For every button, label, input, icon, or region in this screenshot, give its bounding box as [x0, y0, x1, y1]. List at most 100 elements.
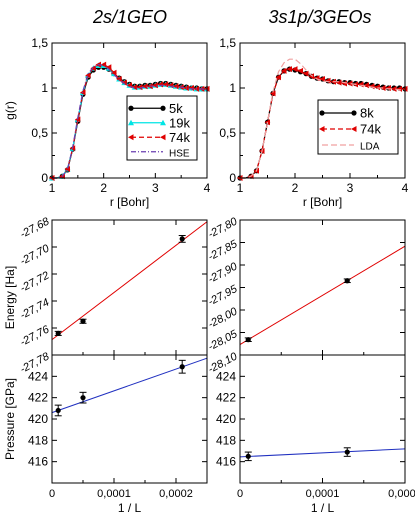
data-point-74k	[105, 64, 112, 71]
y-tick-label: -27,80	[206, 215, 240, 241]
legend-marker	[128, 119, 134, 126]
y-tick-label: 1,5	[219, 36, 236, 50]
legend-marker	[351, 110, 357, 116]
y-tick-label: -27,90	[206, 260, 240, 286]
y-axis-label: g(r)	[3, 101, 17, 120]
x-tick-label: 0,0001	[97, 488, 131, 500]
x-tick-label: 0	[49, 488, 55, 500]
data-point	[245, 453, 251, 459]
y-tick-label: 420	[216, 412, 236, 426]
x-tick-label: 3	[347, 181, 354, 195]
y-tick-label: -27,76	[18, 323, 52, 349]
y-tick-label: -27,85	[206, 238, 240, 264]
y-tick-label: 0,5	[219, 126, 236, 140]
pressure_left-frame	[51, 354, 208, 484]
data-point-74k	[275, 74, 281, 81]
energy_left-panel: -27,68-27,70-27,72-27,74-27,76-27,78Ener…	[3, 215, 208, 376]
data-point-74k	[270, 90, 276, 97]
x-tick-label: 4	[204, 181, 211, 195]
data-point	[344, 449, 350, 455]
data-point	[179, 236, 185, 242]
energy_right-frame	[239, 219, 406, 356]
data-point-74k	[111, 69, 117, 76]
data-point-74k	[152, 82, 158, 89]
data-point	[55, 330, 61, 336]
gr_right-frame	[239, 42, 406, 179]
data-point-74k	[142, 83, 148, 90]
y-tick-label: 416	[216, 455, 236, 469]
y-tick-label: 422	[28, 391, 48, 405]
y-axis-label: Pressure [GPa]	[3, 378, 17, 460]
data-point-74k	[308, 73, 314, 80]
y-tick-label: -27,70	[18, 242, 52, 268]
panel-title: 3s1p/3GEOs	[268, 7, 371, 27]
legend-marker	[351, 126, 357, 132]
data-point	[80, 395, 86, 401]
pressure_right-panel: 416 418 420 422 424 0 0,0001 0,0002 1 / L	[216, 355, 415, 515]
series-line-HSE	[52, 63, 208, 179]
y-tick-label: 1	[229, 81, 236, 95]
x-tick-label: 1	[237, 181, 244, 195]
legend-marker	[160, 119, 166, 126]
x-tick-label: 2	[100, 181, 107, 195]
data-point-74k	[64, 166, 70, 172]
legend-label: 5k	[169, 101, 183, 116]
y-tick-label: 1,5	[31, 36, 48, 50]
x-tick-label: 2	[292, 181, 299, 195]
data-point-74k	[136, 84, 143, 91]
x-tick-label: 0,0002	[388, 488, 415, 500]
pressure_left-panel: 416 418 420 422 424 0 0,0001 0,0002 1 / L Pressur…	[3, 355, 208, 515]
gr_left-frame	[51, 42, 208, 179]
legend-marker	[319, 126, 325, 132]
legend-marker	[128, 105, 134, 111]
data-point-74k	[363, 82, 369, 89]
y-tick-label: -27,72	[18, 270, 51, 295]
legend-label: 74k	[360, 122, 381, 137]
y-tick-label: 0,5	[31, 126, 48, 140]
data-point-74k	[347, 80, 353, 87]
x-tick-label: 4	[402, 181, 409, 195]
fit-line	[239, 245, 406, 345]
data-point-74k	[319, 76, 325, 82]
series-line-LDA	[240, 58, 405, 179]
data-point-74k	[131, 84, 138, 91]
legend-label: HSE	[169, 148, 190, 159]
y-tick-label: 418	[216, 433, 236, 447]
x-axis-label: 1 / L	[118, 501, 142, 515]
y-tick-label: 418	[28, 433, 48, 447]
data-point	[344, 278, 350, 284]
legend-marker	[128, 134, 134, 141]
data-point-74k	[286, 66, 292, 73]
legend-label: 8k	[360, 106, 374, 121]
y-tick-label: 416	[28, 455, 48, 469]
data-point-74k	[303, 70, 309, 77]
data-point-74k	[391, 85, 397, 92]
data-point-74k	[85, 72, 91, 79]
legend-label: LDA	[360, 142, 380, 153]
data-point-74k	[116, 76, 122, 82]
data-point-74k	[325, 77, 331, 84]
legend-marker	[160, 105, 166, 111]
gr_left-panel: 1 2 3 4 0 0,5 1 1,5 r [Bohr] g(r)	[3, 36, 211, 209]
data-point-74k	[292, 66, 298, 73]
legend-marker	[319, 110, 325, 116]
y-tick-label: -27,95	[206, 283, 240, 309]
data-point-74k	[336, 79, 342, 86]
y-tick-label: 424	[216, 369, 236, 383]
x-axis-label: r [Bohr]	[303, 195, 342, 209]
y-tick-label: -27,68	[18, 215, 52, 241]
legend-label: 74k	[169, 130, 190, 145]
y-tick-label: -28,00	[206, 305, 240, 331]
x-tick-label: 0,0001	[306, 488, 340, 500]
data-point	[80, 318, 86, 324]
y-tick-label: -28,05	[206, 328, 240, 354]
data-point	[55, 407, 61, 414]
x-tick-label: 0,0002	[159, 488, 193, 500]
panel-title: 2s/1GEO	[92, 7, 167, 27]
pressure_right-frame	[239, 354, 406, 484]
y-tick-label: 422	[216, 391, 236, 405]
x-axis-label: 1 / L	[311, 501, 335, 515]
x-tick-label: 0	[237, 488, 243, 500]
